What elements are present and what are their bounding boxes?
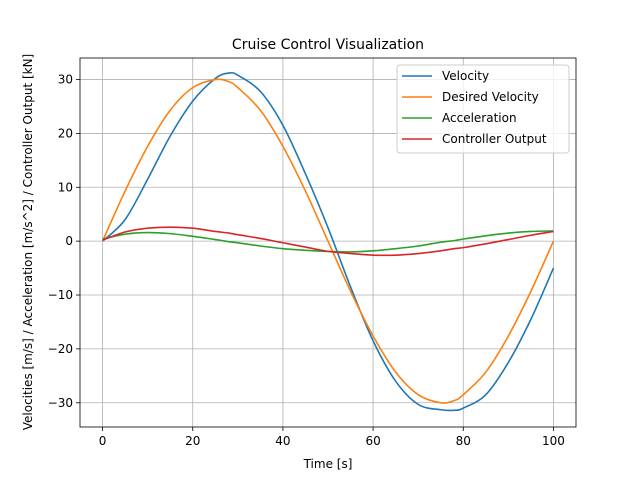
series-line-velocity	[101, 71, 555, 412]
legend-label-desired-velocity: Desired Velocity	[442, 90, 539, 104]
x-tick-label: 40	[275, 434, 290, 448]
series-line-controller-output	[102, 226, 554, 257]
legend-label-controller-output: Controller Output	[442, 132, 547, 146]
y-tick-label: 0	[65, 234, 73, 248]
y-tick-label: −30	[48, 396, 73, 410]
x-axis-label: Time [s]	[303, 457, 353, 471]
x-tick-label: 100	[542, 434, 565, 448]
y-tick-label: 10	[58, 180, 73, 194]
y-axis-label: Velocities [m/s] / Acceleration [m/s^2] …	[21, 54, 35, 431]
y-tick-label: 30	[58, 73, 73, 87]
legend-label-acceleration: Acceleration	[442, 111, 517, 125]
y-tick-label: −10	[48, 288, 73, 302]
legend-label-velocity: Velocity	[442, 69, 489, 83]
chart-title: Cruise Control Visualization	[232, 37, 424, 53]
series-layer	[101, 71, 555, 412]
x-tick-label: 60	[365, 434, 380, 448]
axis-ticks: 0 20 40 60 80 100 −30 −20 −10 0 10 20 30	[48, 73, 565, 448]
series-line-desired-velocity	[101, 78, 555, 404]
legend-frame	[396, 64, 570, 154]
x-tick-label: 0	[99, 434, 107, 448]
plot-frame	[79, 57, 577, 428]
x-tick-label: 20	[185, 434, 200, 448]
legend: Velocity Desired Velocity Acceleration Cont…	[396, 64, 570, 154]
x-tick-label: 80	[456, 434, 471, 448]
y-tick-label: −20	[48, 342, 73, 356]
y-tick-label: 20	[58, 126, 73, 140]
